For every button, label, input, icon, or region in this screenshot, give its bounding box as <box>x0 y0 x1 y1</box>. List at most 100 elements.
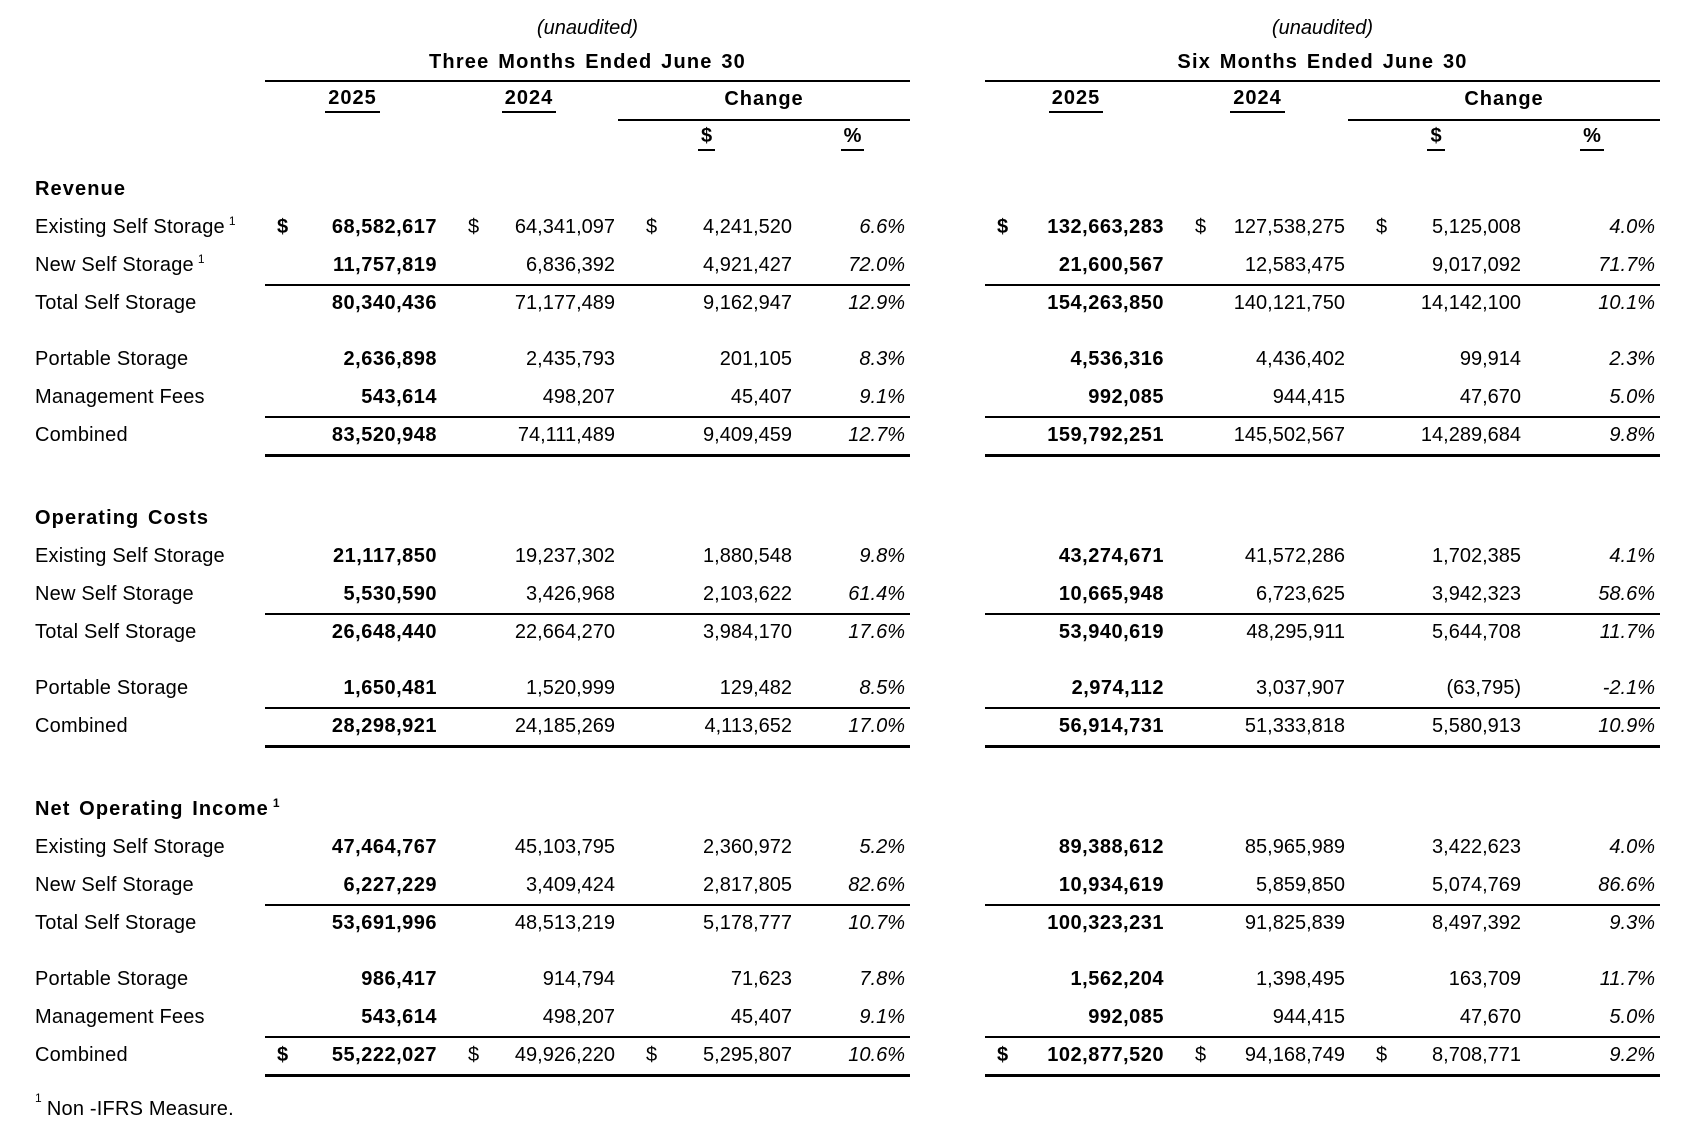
value-2024: 19,237,302 <box>514 544 615 567</box>
value-2024: 3,409,424 <box>526 873 615 896</box>
value-change: 4,241,520 <box>703 215 792 238</box>
value-2024: 498,207 <box>542 385 615 408</box>
value-2024: 6,836,392 <box>526 253 615 276</box>
value-change-pct: 4.0% <box>1609 215 1655 238</box>
table-row-revenue-portable: Portable Storage 2,636,898 2,435,793 201… <box>35 340 1698 378</box>
value-2025: 986,417 <box>361 967 437 990</box>
value-change-pct: 86.6% <box>1598 873 1655 896</box>
value-change: 2,360,972 <box>703 835 792 858</box>
value-2024: 498,207 <box>542 1005 615 1028</box>
currency-symbol: $ <box>646 1043 658 1066</box>
row-label: Portable Storage <box>35 676 189 699</box>
row-label: Portable Storage <box>35 967 189 990</box>
value-2024: 944,415 <box>1272 385 1345 408</box>
value-2025: 56,914,731 <box>1058 714 1164 737</box>
value-change: 163,709 <box>1448 967 1521 990</box>
period-title-six-months: Six Months Ended June 30 <box>985 44 1660 82</box>
value-change-pct: 61.4% <box>848 582 905 605</box>
value-2025: 102,877,520 <box>1047 1043 1164 1066</box>
section-title-operating-costs: Operating Costs <box>35 506 210 529</box>
value-change-pct: 9.2% <box>1609 1043 1655 1066</box>
value-change: 45,407 <box>730 385 792 408</box>
value-change-pct: 9.3% <box>1609 911 1655 934</box>
column-header-2025-right: 2025 <box>1048 87 1104 113</box>
value-2025: 132,663,283 <box>1047 215 1164 238</box>
value-change-pct: 9.8% <box>1609 423 1655 446</box>
footnote: 1 Non -IFRS Measure. <box>35 1092 1698 1121</box>
value-2025: 154,263,850 <box>1047 291 1164 314</box>
value-change: 8,708,771 <box>1432 1043 1521 1066</box>
value-change: 3,984,170 <box>703 620 792 643</box>
row-label: Portable Storage <box>35 347 189 370</box>
value-change: 3,942,323 <box>1432 582 1521 605</box>
table-row-opcosts-combined: Combined 28,298,921 24,185,269 4,113,652… <box>35 707 1698 748</box>
currency-symbol: $ <box>468 1043 480 1066</box>
table-row-revenue-existing: Existing Self Storage 1 $68,582,617 $64,3… <box>35 208 1698 246</box>
value-2024: 6,723,625 <box>1256 582 1345 605</box>
value-2025: 28,298,921 <box>331 714 437 737</box>
value-2024: 41,572,286 <box>1244 544 1345 567</box>
value-change: 14,142,100 <box>1420 291 1521 314</box>
value-change: 201,105 <box>719 347 792 370</box>
value-change-pct: 5.0% <box>1609 385 1655 408</box>
value-2024: 24,185,269 <box>514 714 615 737</box>
table-row-opcosts-total: Total Self Storage 26,648,440 22,664,270… <box>35 613 1698 651</box>
value-change-pct: 17.0% <box>848 714 905 737</box>
year-header-row: 2025 2024 Change 2025 2024 Change <box>35 80 1698 121</box>
row-label: Management Fees <box>35 1005 205 1028</box>
value-2025: 89,388,612 <box>1058 835 1164 858</box>
value-change-pct: 12.9% <box>848 291 905 314</box>
value-2024: 94,168,749 <box>1244 1043 1345 1066</box>
value-change-pct: 71.7% <box>1598 253 1655 276</box>
value-2025: 10,934,619 <box>1058 873 1164 896</box>
value-change: 3,422,623 <box>1432 835 1521 858</box>
currency-symbol: $ <box>646 215 658 238</box>
value-2025: 21,117,850 <box>333 544 437 567</box>
currency-symbol: $ <box>1195 1043 1207 1066</box>
value-change-pct: 4.1% <box>1609 544 1655 567</box>
value-change-pct: 58.6% <box>1598 582 1655 605</box>
currency-symbol: $ <box>997 1043 1009 1066</box>
value-2025: 26,648,440 <box>331 620 437 643</box>
value-change-pct: -2.1% <box>1602 676 1655 699</box>
value-2025: 68,582,617 <box>331 215 437 238</box>
row-label: Combined <box>35 423 128 446</box>
column-header-dollar-left: $ <box>697 125 716 151</box>
value-change: 4,921,427 <box>703 253 792 276</box>
currency-symbol: $ <box>1376 1043 1388 1066</box>
value-change-pct: 11.7% <box>1599 967 1655 990</box>
table-row-noi-new: New Self Storage 6,227,229 3,409,424 2,8… <box>35 866 1698 906</box>
row-label: Combined <box>35 1043 128 1066</box>
value-change-pct: 8.3% <box>859 347 905 370</box>
value-2024: 64,341,097 <box>514 215 615 238</box>
value-2025: 1,562,204 <box>1070 967 1164 990</box>
value-change: (63,795) <box>1446 676 1522 699</box>
value-2024: 3,426,968 <box>526 582 615 605</box>
footnote-text: Non -IFRS Measure. <box>46 1098 234 1120</box>
value-2024: 914,794 <box>542 967 615 990</box>
value-2025: 100,323,231 <box>1047 911 1164 934</box>
row-label: Combined <box>35 714 128 737</box>
value-change-pct: 8.5% <box>859 676 905 699</box>
value-change-pct: 5.0% <box>1609 1005 1655 1028</box>
value-2024: 48,295,911 <box>1246 620 1345 643</box>
value-change-pct: 9.8% <box>859 544 905 567</box>
value-2025: 11,757,819 <box>333 253 437 276</box>
value-change-pct: 5.2% <box>859 835 905 858</box>
value-change-pct: 11.7% <box>1599 620 1655 643</box>
value-2025: 21,600,567 <box>1058 253 1164 276</box>
value-2024: 1,398,495 <box>1256 967 1345 990</box>
value-change-pct: 9.1% <box>859 385 905 408</box>
value-change: 5,074,769 <box>1432 873 1521 896</box>
value-2024: 140,121,750 <box>1233 291 1345 314</box>
table-row-opcosts-new: New Self Storage 5,530,590 3,426,968 2,1… <box>35 575 1698 615</box>
row-label: New Self Storage <box>35 873 194 896</box>
table-row-revenue-combined: Combined 83,520,948 74,111,489 9,409,459… <box>35 416 1698 457</box>
table-row-opcosts-existing: Existing Self Storage 21,117,850 19,237,… <box>35 537 1698 575</box>
value-change: 5,178,777 <box>703 911 792 934</box>
value-2024: 5,859,850 <box>1256 873 1345 896</box>
currency-symbol: $ <box>1376 215 1388 238</box>
value-change-pct: 10.7% <box>848 911 905 934</box>
value-change-pct: 4.0% <box>1609 835 1655 858</box>
value-2024: 45,103,795 <box>514 835 615 858</box>
